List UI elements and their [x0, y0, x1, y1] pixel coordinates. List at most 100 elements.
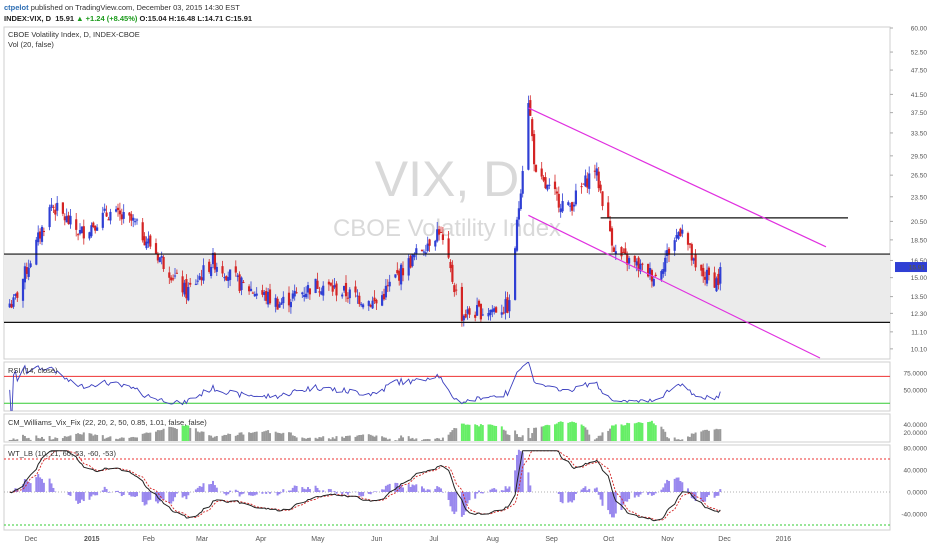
vixfix-bar	[229, 433, 232, 441]
candle-body	[120, 214, 123, 220]
candle-body	[198, 276, 201, 280]
candle-body	[280, 302, 283, 305]
y-tick-label: 37.50	[911, 110, 928, 117]
wt-histogram-bar	[369, 492, 372, 495]
vixfix-bar	[468, 424, 471, 441]
candle-body	[375, 299, 378, 304]
candle-body	[341, 294, 344, 297]
wt-histogram-bar	[384, 485, 387, 492]
vixfix-bar	[136, 437, 138, 441]
vixfix-bar	[599, 435, 602, 441]
wt-histogram-bar	[117, 490, 119, 492]
wt-histogram-bar	[641, 492, 644, 493]
candle-body	[571, 202, 574, 211]
candle-body	[308, 288, 311, 295]
y-tick-label: 13.50	[911, 294, 928, 301]
wt-histogram-bar	[27, 481, 30, 492]
vixfix-bar	[25, 438, 28, 441]
vixfix-bar	[422, 439, 425, 441]
candle-body	[704, 276, 707, 280]
wt-histogram-bar	[508, 486, 511, 492]
candle-body	[544, 177, 547, 189]
candle-body	[39, 231, 42, 239]
candle-body	[354, 286, 357, 293]
rsi-pane[interactable]	[3, 361, 891, 412]
wt-histogram-bar	[223, 492, 226, 494]
wt-histogram-bar	[388, 483, 391, 492]
vixfix-bar	[122, 437, 125, 441]
wt-histogram-bar	[438, 487, 441, 492]
candle-body	[652, 278, 655, 286]
wt-histogram-bar	[668, 481, 670, 492]
vixfix-bar	[652, 423, 655, 441]
vixfix-bar	[37, 438, 40, 441]
wt-histogram-bar	[303, 488, 306, 492]
candle-body	[593, 170, 596, 172]
vixfix-bar	[118, 438, 121, 441]
vixfix-bar	[172, 427, 175, 441]
wt-histogram-bar	[50, 483, 53, 492]
wt-histogram-bar	[586, 490, 589, 492]
wt-histogram-bar	[521, 452, 524, 492]
vixfix-bar	[22, 434, 24, 441]
wt-histogram-bar	[305, 489, 308, 492]
wt-histogram-bar	[265, 492, 268, 494]
candle-body	[103, 208, 106, 211]
wt-histogram-bar	[717, 492, 720, 496]
wt-histogram-bar	[202, 483, 205, 492]
y-tick-label: 18.50	[911, 237, 928, 244]
wt-histogram-bar	[597, 492, 600, 495]
candle-body	[694, 254, 697, 268]
x-tick-label: Aug	[486, 536, 499, 543]
candle-body	[348, 289, 351, 299]
candle-body	[637, 257, 640, 271]
vixfix-pane[interactable]	[3, 413, 891, 443]
price-pane[interactable]	[3, 26, 891, 360]
vixfix-bar	[453, 427, 456, 441]
vixfix-bar	[521, 435, 524, 441]
y-tick-label: 12.30	[911, 311, 928, 318]
wt-pane[interactable]	[3, 444, 891, 531]
rsi-pane-title: RSI (14, close)	[8, 366, 58, 375]
vixfix-bar	[649, 421, 651, 441]
candle-body	[599, 184, 602, 191]
vixfix-bar	[198, 432, 201, 441]
candle-body	[170, 277, 173, 281]
vixfix-bar	[107, 437, 110, 441]
candle-body	[8, 303, 11, 308]
wt-histogram-bar	[436, 486, 439, 492]
candle-body	[274, 297, 277, 307]
vixfix-bar	[134, 437, 137, 441]
wt-histogram-bar	[409, 486, 412, 492]
wt-histogram-bar	[172, 492, 175, 502]
candle-body	[597, 171, 600, 189]
candle-body	[116, 207, 120, 211]
wt-histogram-bar	[149, 492, 152, 500]
vixfix-bar	[128, 437, 131, 441]
author-link[interactable]: ctpelot	[4, 3, 29, 12]
vixfix-bar	[407, 436, 410, 441]
vixfix-bar	[719, 429, 722, 441]
wt-histogram-bar	[573, 492, 575, 501]
candle-body	[610, 228, 614, 246]
wt-histogram-bar	[647, 492, 650, 495]
wt-histogram-bar	[37, 474, 40, 492]
candle-body	[502, 312, 505, 314]
vixfix-bar	[301, 437, 304, 441]
vixfix-bar	[704, 429, 707, 441]
candle-body	[601, 191, 604, 207]
candle-body	[533, 134, 536, 165]
ohlc-values: O:15.04 H:16.48 L:14.71 C:15.91	[139, 14, 253, 23]
vixfix-bar	[601, 432, 604, 441]
vixfix-bar	[438, 438, 441, 441]
candle-body	[331, 285, 334, 292]
candle-body	[449, 261, 452, 269]
wt-histogram-bar	[593, 488, 596, 492]
vixfix-bar	[255, 431, 258, 441]
wt-histogram-bar	[706, 492, 708, 497]
candle-body	[686, 233, 690, 245]
wt-histogram-bar	[694, 492, 697, 502]
candlestick-series	[8, 95, 722, 327]
vixfix-bar	[715, 428, 718, 441]
